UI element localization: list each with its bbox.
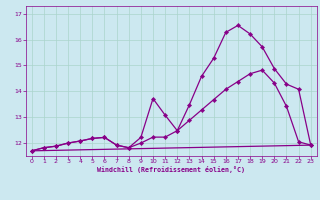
X-axis label: Windchill (Refroidissement éolien,°C): Windchill (Refroidissement éolien,°C) bbox=[97, 166, 245, 173]
